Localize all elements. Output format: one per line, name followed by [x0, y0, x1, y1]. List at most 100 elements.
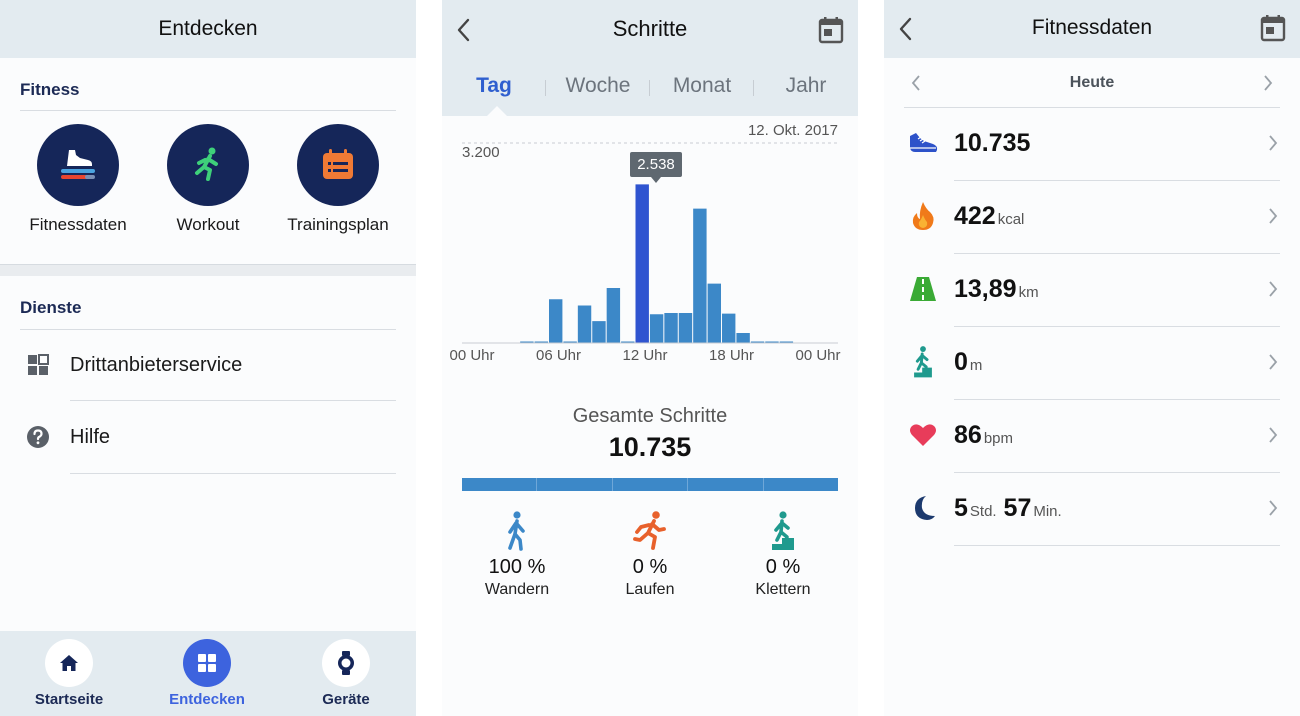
metric-distance-row[interactable]: 13,89 km — [884, 254, 1300, 327]
day-selector: Heute — [904, 58, 1280, 108]
klettern-label: Klettern — [755, 581, 811, 598]
chart-bar[interactable] — [765, 341, 779, 344]
next-day-button[interactable] — [1258, 72, 1278, 94]
divider — [954, 253, 1280, 254]
divider — [954, 472, 1280, 473]
chart-bar[interactable] — [722, 313, 736, 343]
chart-bar[interactable] — [577, 305, 592, 344]
heart-icon — [906, 418, 940, 452]
tab-startseite-label: Startseite — [34, 691, 104, 708]
laufen-label: Laufen — [625, 581, 675, 598]
chart-bar[interactable] — [693, 208, 707, 343]
climber-icon — [723, 508, 843, 554]
tab-jahr[interactable]: Jahr — [785, 74, 827, 97]
watch-icon — [322, 639, 370, 687]
heart-rate-value: 86 — [954, 421, 982, 449]
tab-entdecken[interactable]: Entdecken — [152, 639, 262, 708]
previous-day-button[interactable] — [906, 72, 926, 94]
chart-bar[interactable] — [592, 321, 606, 343]
climb-unit: m — [969, 357, 983, 374]
moon-icon — [906, 491, 940, 525]
x-tick-label: 00 Uhr — [449, 347, 494, 364]
hilfe-row[interactable]: Hilfe — [0, 401, 416, 473]
chart-bar[interactable] — [534, 341, 548, 344]
steps-screen: Schritte Tag Woche Monat Jahr 12. Okt. 2… — [442, 0, 858, 716]
divider — [954, 545, 1280, 546]
chart-bar[interactable] — [621, 341, 635, 344]
chart-bar[interactable] — [635, 184, 649, 343]
services-section-title: Dienste — [20, 298, 82, 317]
help-icon — [26, 425, 50, 449]
klettern-percent: 0 % — [765, 556, 801, 578]
workout-label: Workout — [176, 215, 240, 234]
back-button[interactable] — [450, 16, 476, 44]
chart-bar[interactable] — [779, 341, 794, 344]
chevron-right-icon — [1264, 75, 1273, 91]
total-steps-value: 10.735 — [608, 432, 692, 462]
chevron-right-icon — [1266, 351, 1280, 373]
drittanbieterservice-row[interactable]: Drittanbieterservice — [0, 329, 416, 401]
chart-bar[interactable] — [563, 341, 577, 344]
chevron-right-icon — [1266, 132, 1280, 154]
chart-bar[interactable] — [707, 283, 721, 343]
activity-laufen: 0 % Laufen — [590, 508, 710, 599]
chart-bar[interactable] — [664, 313, 678, 343]
shoe-icon — [906, 126, 940, 160]
divider — [954, 180, 1280, 181]
metric-heart-rate-row[interactable]: 86 bpm — [884, 400, 1300, 473]
chart-bar[interactable] — [606, 288, 621, 343]
shoe-bars-icon — [37, 124, 119, 206]
section-spacer — [0, 264, 416, 276]
chevron-right-icon — [1266, 205, 1280, 227]
walker-icon — [457, 508, 577, 554]
chevron-right-icon — [1266, 278, 1280, 300]
chart-bar[interactable] — [520, 341, 534, 344]
chart-bar[interactable] — [649, 314, 664, 343]
sleep-minutes-unit: Min. — [1033, 503, 1062, 520]
runner-icon — [590, 508, 710, 554]
tab-geraete-label: Geräte — [322, 691, 370, 708]
steps-bar-chart: 00 Uhr 06 Uhr 12 Uhr 18 Uhr 00 Uhr — [449, 142, 841, 364]
home-icon — [45, 639, 93, 687]
calories-unit: kcal — [997, 211, 1025, 228]
page-title: Entdecken — [0, 0, 416, 58]
back-button[interactable] — [892, 15, 918, 43]
laufen-percent: 0 % — [632, 556, 668, 578]
divider — [20, 329, 396, 330]
tab-woche[interactable]: Woche — [565, 74, 631, 97]
fitnessdaten-button[interactable]: Fitnessdaten — [13, 124, 143, 235]
workout-button[interactable]: Workout — [143, 124, 273, 235]
chart-bar[interactable] — [750, 341, 765, 344]
chart-bar[interactable] — [736, 333, 750, 343]
heart-rate-unit: bpm — [983, 430, 1013, 447]
chart-date: 12. Okt. 2017 — [747, 122, 838, 139]
road-icon — [906, 272, 940, 306]
tab-geraete[interactable]: Geräte — [291, 639, 401, 708]
trainingsplan-label: Trainingsplan — [287, 215, 389, 234]
fitness-section-title: Fitness — [20, 80, 80, 99]
climb-value: 0 — [954, 348, 968, 376]
metric-sleep-row[interactable]: 5 Std. 57 Min. — [884, 473, 1300, 546]
trainingsplan-button[interactable]: Trainingsplan — [273, 124, 403, 235]
metric-calories-row[interactable]: 422 kcal — [884, 181, 1300, 254]
divider — [753, 80, 754, 96]
tab-entdecken-label: Entdecken — [169, 691, 245, 708]
tab-monat[interactable]: Monat — [672, 74, 732, 97]
discover-screen: Entdecken Fitness Fitnessdaten Workout — [0, 0, 416, 716]
calories-value: 422 — [954, 202, 996, 230]
divider — [954, 326, 1280, 327]
drittanbieterservice-label: Drittanbieterservice — [70, 353, 243, 376]
calendar-button[interactable] — [816, 15, 846, 45]
chart-bar[interactable] — [678, 313, 693, 343]
tab-startseite[interactable]: Startseite — [14, 639, 124, 708]
calendar-button[interactable] — [1258, 13, 1288, 43]
calendar-list-icon — [297, 124, 379, 206]
active-tab-indicator — [487, 106, 507, 116]
divider — [649, 80, 650, 96]
tab-tag[interactable]: Tag — [476, 74, 512, 97]
metric-steps-row[interactable]: 10.735 — [884, 108, 1300, 181]
activity-distribution-bar — [462, 478, 838, 491]
chart-bar[interactable] — [549, 299, 563, 343]
divider — [954, 399, 1280, 400]
